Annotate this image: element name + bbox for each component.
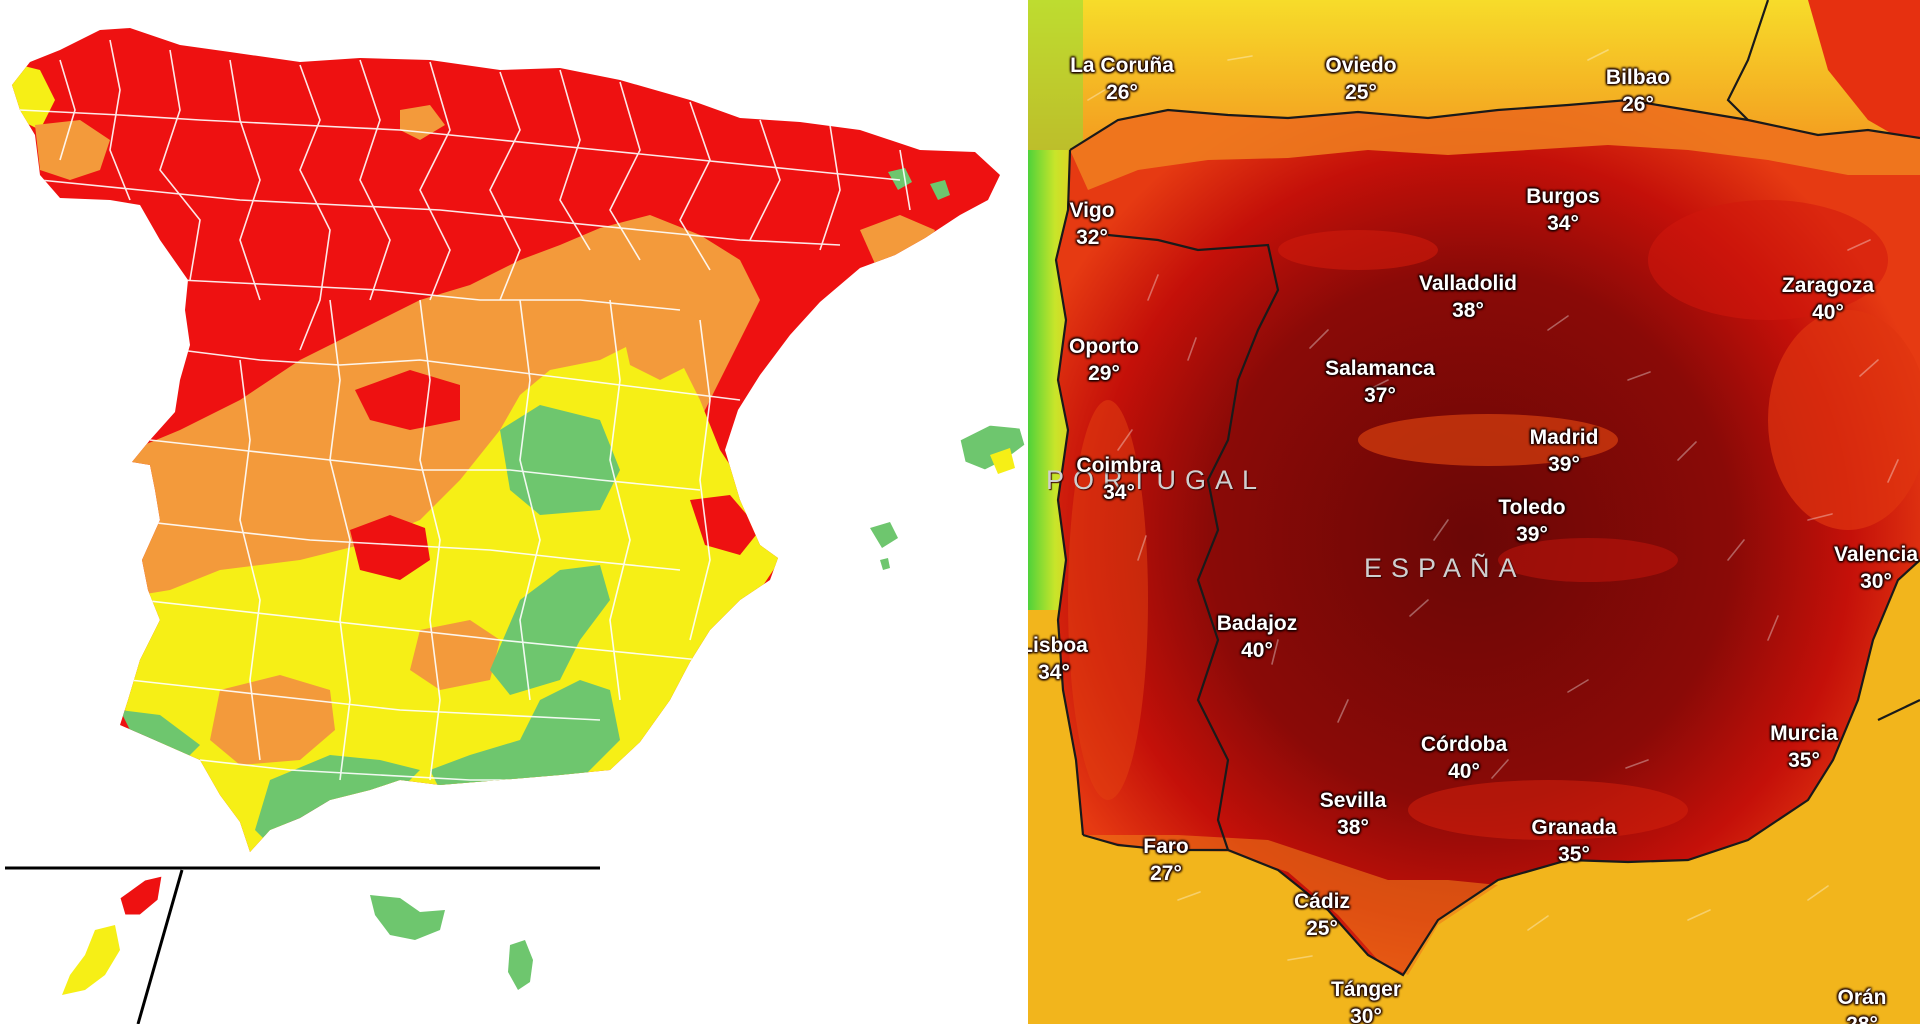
city-temp: 38° xyxy=(1452,299,1484,322)
city-oporto: Oporto 29° xyxy=(1069,333,1139,387)
city-oran: Orán 28° xyxy=(1837,984,1886,1024)
city-name: Vigo xyxy=(1069,199,1115,222)
country-label-espana: ESPAÑA xyxy=(1364,553,1526,583)
city-temp: 34° xyxy=(1103,481,1135,504)
city-temp: 28° xyxy=(1837,1011,1886,1024)
city-sevilla: Sevilla 38° xyxy=(1320,787,1387,841)
city-name: Cádiz xyxy=(1293,890,1351,913)
city-name: Valladolid xyxy=(1418,272,1518,295)
country-label-portugal: PORTUGAL xyxy=(1046,465,1267,495)
city-temp: 35° xyxy=(1788,749,1820,772)
city-name: Badajoz xyxy=(1216,612,1298,635)
city-oviedo: Oviedo 25° xyxy=(1325,52,1396,106)
city-bilbao: Bilbao 26° xyxy=(1606,64,1670,118)
city-name: Madrid xyxy=(1529,426,1599,449)
city-temp: 25° xyxy=(1345,81,1377,104)
city-name: Murcia xyxy=(1770,722,1838,745)
city-name: Valencia xyxy=(1833,543,1919,566)
temperature-forecast-map: PORTUGAL ESPAÑA La Coruña 26° Oviedo 25°… xyxy=(1028,0,1920,1024)
city-temp: 29° xyxy=(1088,362,1120,385)
city-name: La Coruña xyxy=(1070,54,1174,77)
city-temp: 39° xyxy=(1548,453,1580,476)
city-name: Granada xyxy=(1531,816,1617,839)
city-temp: 40° xyxy=(1812,301,1844,324)
city-temp: 26° xyxy=(1622,93,1654,116)
city-name: Faro xyxy=(1143,835,1189,858)
city-cadiz: Cádiz 25° xyxy=(1294,888,1350,942)
city-valladolid: Valladolid 38° xyxy=(1419,270,1517,324)
city-name: Salamanca xyxy=(1325,357,1435,380)
city-temp: 30° xyxy=(1350,1005,1382,1024)
city-coimbra: Coimbra 34° xyxy=(1076,452,1161,506)
city-temp: 34° xyxy=(1038,661,1070,684)
city-name: Córdoba xyxy=(1420,733,1508,756)
city-temp: 32° xyxy=(1076,226,1108,249)
city-cordoba: Córdoba 40° xyxy=(1421,731,1507,785)
city-temp: 38° xyxy=(1337,816,1369,839)
city-tanger: Tánger 30° xyxy=(1331,976,1401,1024)
city-temp: 34° xyxy=(1547,212,1579,235)
city-name: Orán xyxy=(1837,986,1887,1009)
city-name: Zaragoza xyxy=(1781,274,1875,297)
city-temp: 37° xyxy=(1364,384,1396,407)
city-name: Coimbra xyxy=(1076,454,1162,477)
city-temp: 35° xyxy=(1558,843,1590,866)
alert-level-map xyxy=(5,28,1026,1024)
city-temp: 30° xyxy=(1860,570,1892,593)
city-murcia: Murcia 35° xyxy=(1770,720,1838,774)
city-zaragoza: Zaragoza 40° xyxy=(1782,272,1874,326)
city-faro: Faro 27° xyxy=(1143,833,1189,887)
city-temp: 40° xyxy=(1448,760,1480,783)
city-madrid: Madrid 39° xyxy=(1530,424,1599,478)
city-vigo: Vigo 32° xyxy=(1069,197,1114,251)
city-temp: 25° xyxy=(1306,917,1338,940)
city-temp: 26° xyxy=(1106,81,1138,104)
city-lisboa: Lisboa 34° xyxy=(1028,632,1088,686)
city-burgos: Burgos 34° xyxy=(1526,183,1600,237)
city-name: Tánger xyxy=(1330,978,1402,1001)
city-valencia: Valencia 30° xyxy=(1834,541,1918,595)
city-name: Burgos xyxy=(1526,185,1600,208)
city-granada: Granada 35° xyxy=(1531,814,1616,868)
heat-map-base xyxy=(1028,0,1920,1024)
city-badajoz: Badajoz 40° xyxy=(1217,610,1298,664)
city-la-coruna: La Coruña 26° xyxy=(1070,52,1174,106)
city-temp: 39° xyxy=(1516,523,1548,546)
city-salamanca: Salamanca 37° xyxy=(1325,355,1435,409)
city-name: Bilbao xyxy=(1605,66,1671,89)
city-name: Lisboa xyxy=(1028,634,1088,657)
city-name: Sevilla xyxy=(1319,789,1387,812)
city-name: Toledo xyxy=(1498,496,1566,519)
spain-choropleth xyxy=(5,28,1026,1024)
city-name: Oporto xyxy=(1069,335,1139,358)
city-temp: 27° xyxy=(1150,862,1182,885)
city-toledo: Toledo 39° xyxy=(1498,494,1565,548)
city-name: Oviedo xyxy=(1325,54,1397,77)
city-temp: 40° xyxy=(1241,639,1273,662)
